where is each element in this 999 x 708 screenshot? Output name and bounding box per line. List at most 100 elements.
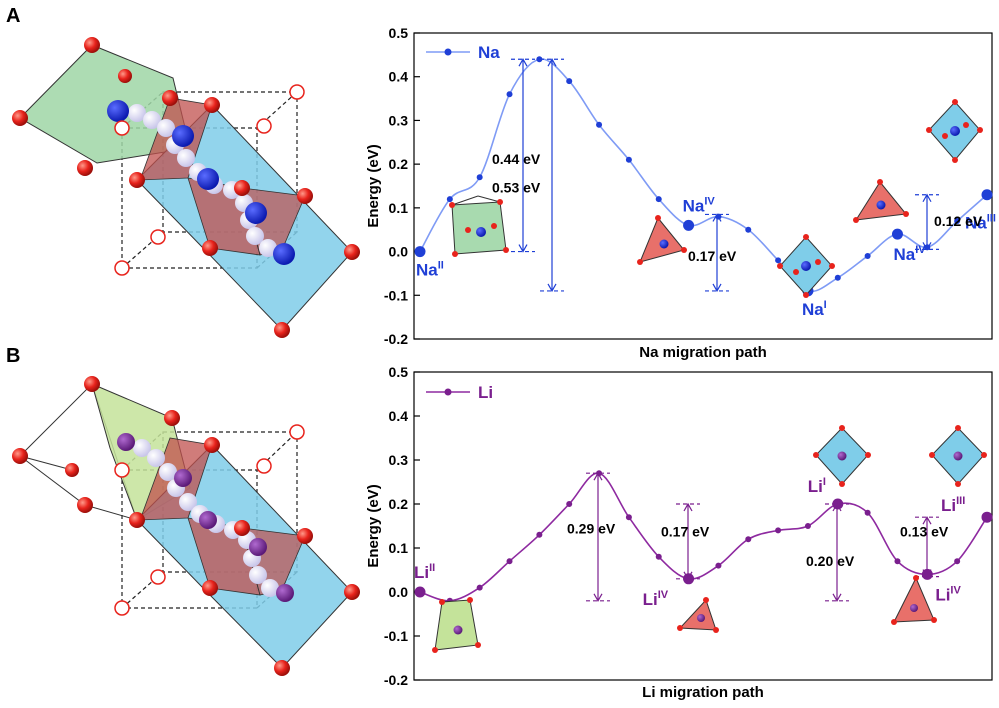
data-point: [566, 78, 573, 85]
site-labels: LiII LiIV LiI LiIV LiIII: [414, 476, 965, 609]
data-point: [414, 586, 426, 598]
barrier-arrowhead-up: [547, 58, 557, 67]
site-label: NaI: [802, 299, 827, 319]
x-axis-label: Li migration path: [642, 684, 764, 701]
site-label: LiI: [808, 476, 826, 496]
data-point: [566, 501, 573, 507]
data-point: [804, 523, 811, 529]
barrier-value-label: 0.12 eV: [934, 213, 983, 229]
data-point: [655, 196, 662, 203]
barrier-arrowhead-down: [922, 569, 932, 578]
plot-frame: [413, 371, 993, 681]
y-ticks: -0.2 -0.1 0.0 0.1 0.2 0.3 0.4 0.5: [384, 25, 420, 347]
data-point: [536, 531, 543, 538]
data-point: [625, 514, 632, 521]
y-tick-label: 0.3: [389, 112, 409, 128]
data-point: [894, 558, 901, 565]
barrier-value-label: 0.29 eV: [567, 521, 616, 537]
data-point: [625, 156, 632, 163]
y-tick-label: 0.0: [389, 244, 409, 260]
site-label: LiII: [414, 562, 435, 582]
data-point: [981, 511, 993, 523]
inset-tetrahedron-2: [891, 575, 937, 625]
barrier-arrowhead-down: [547, 283, 557, 293]
data-point: [683, 219, 695, 231]
barrier-arrowhead-up: [922, 515, 932, 525]
x-axis-label: Na migration path: [639, 344, 767, 361]
data-point: [745, 226, 752, 233]
y-tick-label: 0.2: [389, 496, 409, 512]
y-tick-label: -0.1: [384, 287, 408, 303]
data-point: [775, 527, 782, 534]
panel-letter-b: B: [6, 345, 20, 367]
inset-octahedron-2: [929, 425, 987, 487]
inset-prism: [432, 597, 481, 653]
barrier-value-label: 0.13 eV: [900, 523, 949, 539]
y-tick-label: 0.4: [389, 408, 409, 424]
data-point: [954, 217, 961, 224]
y-tick-label: -0.1: [384, 628, 408, 644]
y-tick-label: 0.1: [389, 200, 409, 216]
barrier-arrowhead-down: [832, 593, 842, 603]
inset-tetrahedron: [637, 215, 687, 265]
data-point: [446, 196, 453, 203]
barrier-arrowhead-up: [922, 193, 932, 203]
panel-letter-a: A: [6, 5, 20, 27]
data-point: [414, 246, 426, 258]
data-point: [954, 558, 961, 565]
legend: Li: [426, 383, 493, 402]
y-tick-label: -0.2: [384, 672, 408, 688]
y-tick-label: 0.5: [389, 364, 409, 380]
oxygen-atoms: [12, 37, 360, 338]
data-points: [414, 56, 993, 297]
y-ticks: -0.2 -0.1 0.0 0.1 0.2 0.3 0.4 0.5: [384, 364, 420, 688]
open-circles: [114, 84, 305, 276]
chart-na: -0.2 -0.1 0.0 0.1 0.2 0.3 0.4 0.5 Energy (eV) N…: [365, 25, 996, 361]
barrier-arrowhead-down: [593, 593, 603, 603]
barrier-arrowhead-down: [683, 571, 693, 581]
site-label: NaIV: [893, 244, 926, 264]
site-label: LiIV: [935, 584, 961, 604]
chart-li: -0.2 -0.1 0.0 0.1 0.2 0.3 0.4 0.5 Energy (eV) L…: [365, 364, 993, 701]
y-tick-label: -0.2: [384, 331, 408, 347]
data-point: [506, 91, 513, 98]
data-point: [864, 509, 871, 516]
inset-octahedron: [813, 425, 871, 487]
y-tick-label: 0.4: [389, 69, 409, 85]
barrier-value-label: 0.20 eV: [806, 553, 855, 569]
barrier-arrowhead-down: [712, 283, 722, 293]
site-labels: NaII NaIV NaI NaIV NaIII: [416, 195, 996, 319]
na-atoms: [107, 100, 295, 265]
site-label: LiIII: [941, 495, 965, 515]
barrier-arrowhead-up: [683, 502, 693, 512]
plot-frame: [413, 32, 993, 340]
site-label: NaIV: [683, 195, 716, 215]
data-point: [834, 274, 841, 281]
site-label: NaII: [416, 260, 444, 280]
data-point: [715, 562, 722, 569]
li-atoms: [117, 433, 294, 602]
series-line-li: [419, 472, 988, 602]
barrier-arrowhead-up: [832, 502, 842, 512]
data-point: [476, 174, 483, 181]
data-point: [536, 56, 543, 63]
y-tick-label: 0.2: [389, 156, 409, 172]
inset-prism: [449, 195, 509, 257]
y-tick-label: 0.5: [389, 25, 409, 41]
site-label: NaIII: [965, 213, 996, 233]
data-point: [596, 121, 603, 128]
inset-tetrahedron: [677, 597, 719, 633]
inset-tetrahedron-2: [853, 179, 909, 223]
site-label: LiIV: [643, 589, 669, 609]
data-point: [864, 252, 871, 259]
y-tick-label: 0.0: [389, 584, 409, 600]
legend-label-li: Li: [478, 383, 493, 402]
y-tick-label: 0.3: [389, 452, 409, 468]
barrier-annotations: 0.44 eV 0.53 eV 0.17 eV 0.12 eV: [492, 58, 983, 293]
barrier-arrowhead-down: [518, 244, 528, 253]
crystal-structure-na: [12, 37, 360, 338]
y-axis-label: Energy (eV): [365, 484, 382, 567]
barrier-arrowhead-up: [593, 471, 603, 481]
barrier-value-label: 0.17 eV: [661, 523, 710, 539]
